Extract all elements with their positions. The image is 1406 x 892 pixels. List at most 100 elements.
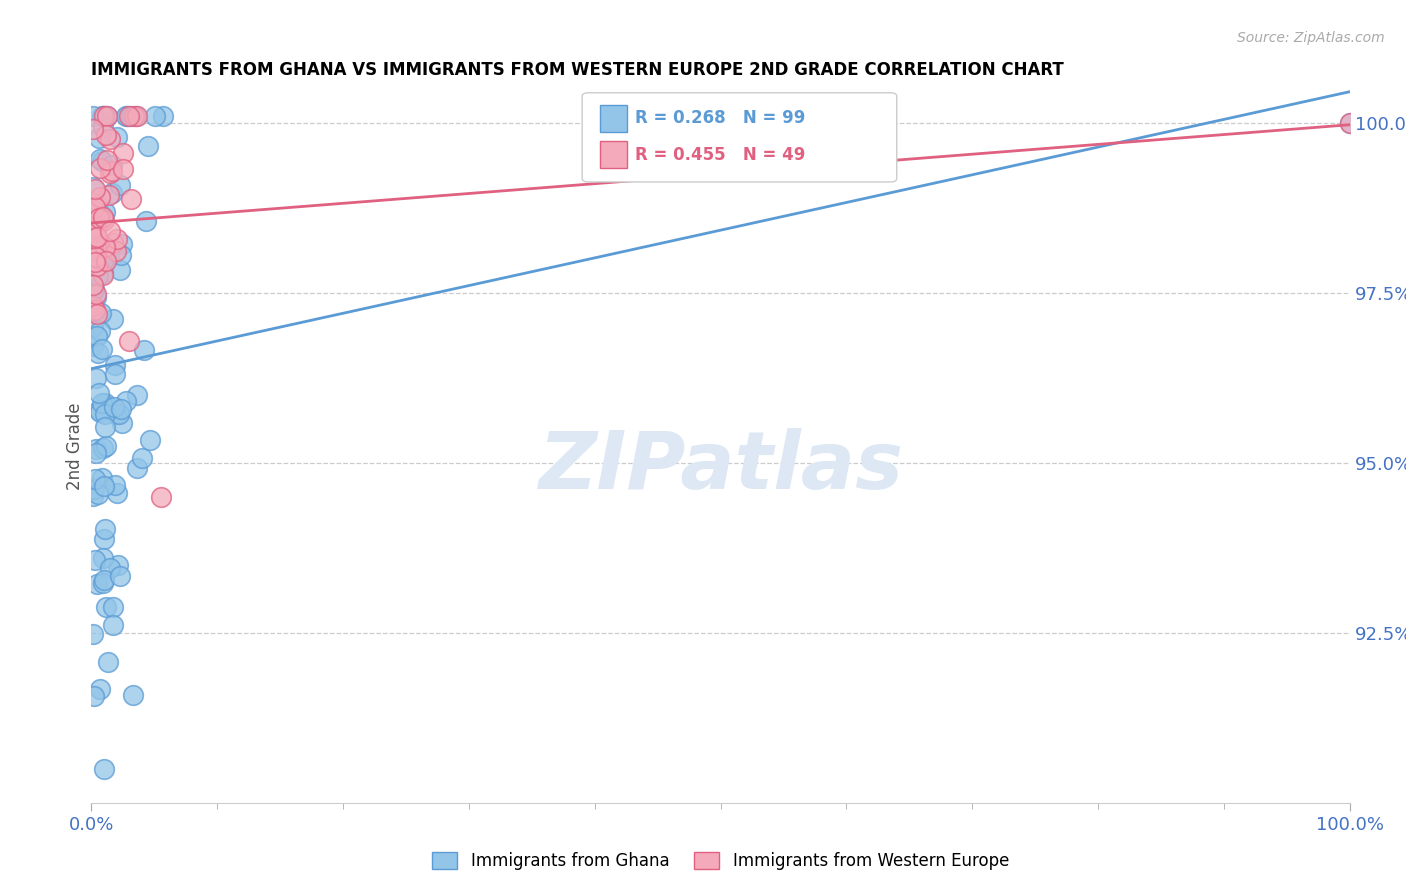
Text: ZIPatlas: ZIPatlas [538,428,903,507]
Point [108,263,131,277]
Point [96,439,118,453]
Point [90,306,112,320]
Point [89,161,111,175]
Point [104,244,127,259]
Point [89,152,111,166]
Point [89,681,111,696]
Point [93,213,115,227]
Point [93,109,115,123]
Point [87,346,110,360]
FancyBboxPatch shape [582,93,897,182]
Point [111,416,134,430]
Point [83,282,105,296]
Point [86,234,108,248]
Point [86,329,108,343]
Point [84,442,107,457]
Point [86,250,108,264]
Point [134,343,156,358]
Point [107,232,129,246]
Point [82,626,104,640]
Point [114,393,136,408]
Point [101,599,124,614]
Point [96,109,118,123]
Point [136,138,159,153]
Point [91,442,114,456]
Point [89,325,111,339]
Point [90,342,112,356]
Point [108,568,131,582]
Point [82,202,104,217]
Point [87,244,110,259]
Point [87,211,110,226]
Point [98,132,121,146]
Point [87,386,110,401]
Point [120,109,142,123]
Point [115,109,138,123]
Point [90,109,112,123]
Point [122,109,145,123]
Point [1339,116,1361,130]
Text: R = 0.268   N = 99: R = 0.268 N = 99 [636,109,806,127]
Point [94,420,117,434]
Point [131,451,153,466]
Point [98,166,121,180]
FancyBboxPatch shape [600,141,627,168]
Point [125,109,148,123]
Point [121,688,143,702]
Point [96,254,118,268]
FancyBboxPatch shape [600,105,627,132]
Point [82,319,104,334]
Point [82,299,104,313]
Point [103,235,125,250]
Point [143,109,166,123]
Point [82,304,104,318]
Point [94,396,117,410]
Point [96,153,118,167]
Point [104,358,127,372]
Point [82,236,104,251]
Point [105,486,128,500]
Point [84,182,107,196]
Text: IMMIGRANTS FROM GHANA VS IMMIGRANTS FROM WESTERN EUROPE 2ND GRADE CORRELATION CH: IMMIGRANTS FROM GHANA VS IMMIGRANTS FROM… [91,62,1064,79]
Point [101,163,124,178]
Point [84,552,107,566]
Point [101,186,124,201]
Point [120,192,142,206]
Point [87,268,110,283]
Point [93,204,115,219]
Point [152,109,174,123]
Point [82,221,104,235]
Point [1339,116,1361,130]
Point [97,248,120,262]
Point [91,210,114,224]
Point [82,179,104,194]
Point [91,120,114,135]
Point [91,551,114,566]
Point [91,153,114,168]
Point [93,109,115,123]
Point [82,285,104,300]
Point [87,237,110,252]
Point [84,290,107,304]
Point [86,307,108,321]
Point [104,367,127,381]
Point [101,311,124,326]
Point [125,461,148,475]
Point [91,109,114,123]
Point [82,339,104,353]
Point [115,109,138,123]
Point [86,446,108,460]
Point [91,268,114,282]
Point [82,278,104,293]
Point [97,655,120,669]
Point [100,158,122,172]
Point [94,600,117,615]
Point [111,236,134,251]
Point [110,248,132,262]
Point [94,407,117,421]
Point [108,178,131,192]
Point [89,207,111,221]
Point [108,407,131,421]
Point [107,558,129,573]
Point [91,249,114,263]
